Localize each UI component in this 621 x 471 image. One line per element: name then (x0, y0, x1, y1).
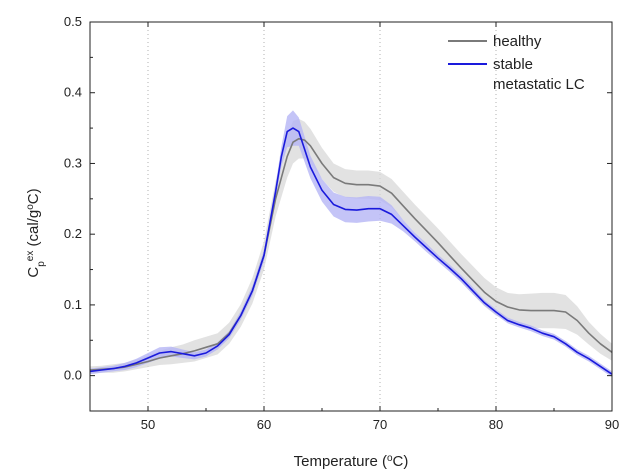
axis-ticks: 50 60 70 80 90 0.0 0.1 0.2 0.3 0.4 0.5 (64, 14, 619, 432)
x-tick-label: 90 (605, 417, 619, 432)
error-band-stable-metastatic-lc (90, 110, 612, 378)
x-tick-label: 80 (489, 417, 503, 432)
legend-label-healthy: healthy (493, 33, 542, 50)
x-tick-label: 70 (373, 417, 387, 432)
legend-label-line: stable (493, 56, 533, 73)
y-tick-label: 0.0 (64, 368, 82, 383)
legend-label-stable-metastatic-lc: stable metastatic LC (493, 56, 585, 93)
x-tick-label: 60 (257, 417, 271, 432)
series-lines (89, 127, 613, 375)
y-axis-label: Cpex (cal/goC) (25, 188, 47, 277)
y-tick-label: 0.3 (64, 155, 82, 170)
error-band-healthy (90, 118, 612, 374)
error-bands (90, 110, 612, 378)
x-tick-label: 50 (141, 417, 155, 432)
y-tick-label: 0.4 (64, 85, 82, 100)
grid-lines (147, 22, 497, 411)
plot-frame (89, 21, 613, 412)
series-line-stable-metastatic-lc (89, 127, 613, 375)
y-tick-label: 0.2 (64, 226, 82, 241)
x-axis-label: Temperature (oC) (294, 453, 409, 471)
legend-label-line: metastatic LC (493, 76, 585, 93)
y-tick-label: 0.5 (64, 14, 82, 29)
legend: healthy stable metastatic LC (448, 33, 585, 93)
y-tick-label: 0.1 (64, 297, 82, 312)
